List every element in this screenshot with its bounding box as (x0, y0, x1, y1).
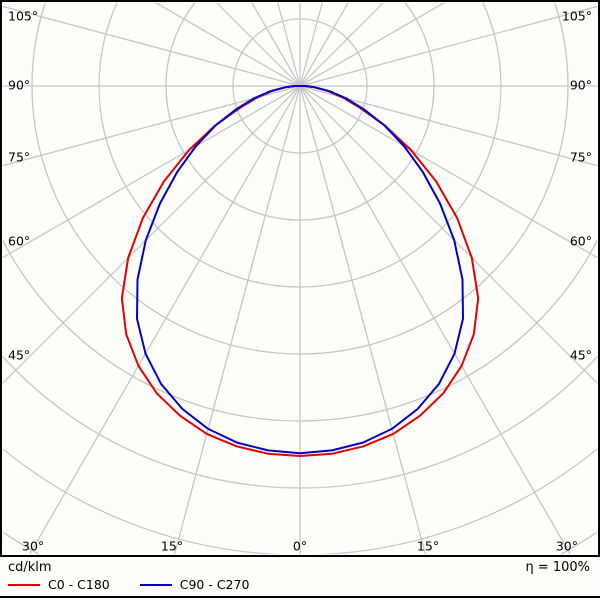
grid-ray (299, 5, 597, 87)
grid-ray (3, 5, 301, 87)
grid-ray (3, 85, 301, 259)
grid-ray (299, 3, 446, 87)
grid-ray (299, 85, 597, 167)
legend-line-swatch (139, 583, 172, 586)
grid-ray (3, 85, 301, 384)
angle-label: 45° (570, 348, 592, 363)
intensity-curve (136, 85, 464, 455)
angle-label: 75° (570, 150, 592, 165)
intensity-curves (120, 85, 480, 457)
grid-ray (299, 3, 349, 87)
efficiency-label: η = 100% (525, 560, 590, 575)
angle-label: 15° (417, 539, 439, 554)
legend: cd/klm η = 100% C0 - C180 C90 - C270 (0, 557, 600, 596)
legend-top-row: cd/klm η = 100% (8, 560, 590, 575)
grid-ray (29, 85, 301, 554)
unit-label: cd/klm (8, 560, 52, 575)
plot-border (0, 0, 600, 557)
angle-label: 30° (22, 539, 44, 554)
grid-ray (154, 3, 301, 87)
grid-ray (299, 85, 597, 384)
legend-series-label: C90 - C270 (179, 577, 250, 592)
angle-label: 30° (556, 539, 578, 554)
grid-ray (299, 3, 384, 87)
polar-grid (3, 3, 597, 554)
grid-ray (299, 85, 571, 554)
polar-chart: 105° 90° 75° 60° 45° 105° 90° 75° 60° 45° 30° 15° 0°… (0, 0, 600, 557)
grid-ray (173, 85, 301, 554)
angle-label: 45° (8, 348, 30, 363)
legend-item: C90 - C270 (139, 577, 250, 592)
legend-item: C0 - C180 (8, 577, 110, 592)
grid-ray (3, 85, 301, 167)
grid-ray (299, 85, 427, 554)
angle-labels: 105° 90° 75° 60° 45° 105° 90° 75° 60° 45° 30° 15° 0°… (8, 9, 592, 554)
grid-ray (216, 3, 301, 87)
angle-label: 0° (293, 539, 307, 554)
legend-series-label: C0 - C180 (48, 577, 110, 592)
legend-series-row: C0 - C180 C90 - C270 (8, 577, 590, 596)
bottom-rule (0, 596, 600, 598)
angle-label: 60° (570, 234, 592, 249)
angle-label: 105° (562, 9, 592, 24)
grid-ray (251, 3, 301, 87)
angle-label: 90° (570, 78, 592, 93)
angle-label: 60° (8, 234, 30, 249)
grid-ray (299, 85, 597, 259)
angle-label: 15° (161, 539, 183, 554)
angle-label: 90° (8, 78, 30, 93)
legend-line-swatch (8, 583, 40, 586)
angle-label: 75° (8, 150, 30, 165)
angle-label: 105° (8, 9, 38, 24)
